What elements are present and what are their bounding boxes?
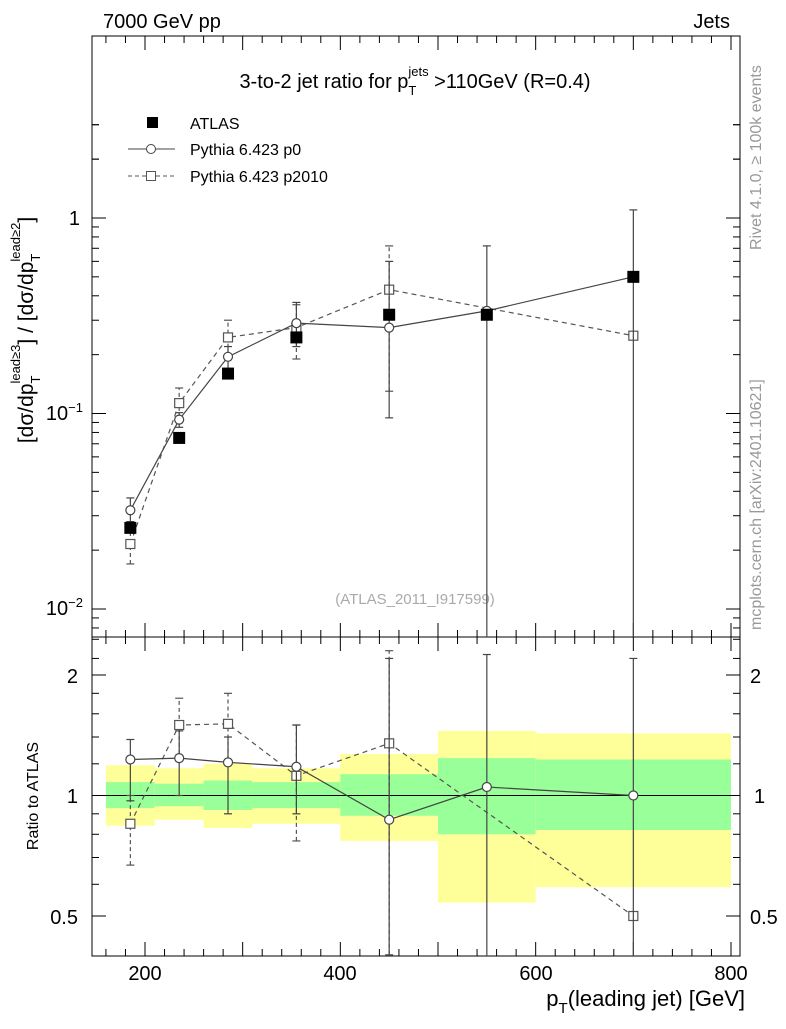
ratio-y-tick-label: 2 bbox=[67, 666, 78, 688]
x-tick-label: 600 bbox=[519, 963, 552, 985]
rivet-label: Rivet 4.1.0, ≥ 100k events bbox=[748, 65, 765, 250]
main-y-tick-label: 1 bbox=[69, 208, 80, 230]
ratio-y-axis-label: Ratio to ATLAS bbox=[25, 742, 42, 850]
p0-line bbox=[129, 276, 634, 511]
svg-text:1: 1 bbox=[69, 208, 80, 230]
ratio-p0-point bbox=[481, 781, 492, 793]
ratio-y-tick-label-right: 1 bbox=[754, 786, 765, 808]
ratio-p2010-point bbox=[125, 818, 136, 829]
ratio-p0-point bbox=[125, 754, 136, 765]
p0-point bbox=[125, 505, 136, 516]
ratio-p0-point bbox=[222, 757, 234, 768]
mcplots-label: mcplots.cern.ch [arXiv:2401.10621] bbox=[748, 379, 765, 630]
ratio-p0-point bbox=[291, 761, 302, 772]
x-tick-label: 200 bbox=[128, 963, 161, 985]
chart-title: 3-to-2 jet ratio for pTjets >110GeV (R=0… bbox=[239, 64, 590, 98]
p0-point bbox=[384, 322, 395, 333]
ratio-p2010-point bbox=[174, 719, 185, 731]
svg-text:10−1: 10−1 bbox=[46, 400, 83, 425]
main-y-tick-label: 10−1 bbox=[46, 400, 83, 425]
atlas-point bbox=[383, 308, 396, 321]
atlas-point bbox=[627, 270, 640, 283]
legend-marker-atlas bbox=[147, 117, 158, 128]
analysis-watermark: (ATLAS_2011_I917599) bbox=[335, 591, 495, 608]
x-axis-label: pT(leading jet) [GeV] bbox=[546, 986, 745, 1017]
main-y-tick-label: 10−2 bbox=[46, 595, 83, 620]
ratio-frame bbox=[91, 636, 741, 957]
legend-label-atlas: ATLAS bbox=[190, 116, 240, 133]
p2010-point bbox=[174, 398, 185, 409]
ratio-series-layer bbox=[125, 650, 639, 956]
ratio-p0-point bbox=[384, 814, 395, 825]
ratio-y-tick-label-right: 0.5 bbox=[750, 907, 778, 929]
legend-label-p2010: Pythia 6.423 p2010 bbox=[190, 169, 328, 186]
ratio-y-tick-label: 0.5 bbox=[50, 907, 78, 929]
atlas-point bbox=[480, 308, 493, 321]
x-tick-label: 800 bbox=[714, 963, 747, 985]
header-left: 7000 GeV pp bbox=[103, 11, 221, 33]
p0-point bbox=[291, 318, 302, 329]
atlas-point bbox=[173, 431, 186, 444]
ratio-y-tick-label-right: 2 bbox=[750, 666, 761, 688]
ratio-p0-point bbox=[628, 790, 639, 801]
ratio-p2010-line bbox=[129, 723, 634, 917]
p0-point bbox=[174, 414, 185, 425]
legend: ATLAS Pythia 6.423 p0 Pythia 6.423 p2010 bbox=[128, 116, 328, 186]
p2010-point bbox=[222, 332, 234, 343]
ratio-y-tick-label: 1 bbox=[67, 786, 78, 808]
atlas-point bbox=[290, 331, 303, 344]
p2010-line bbox=[129, 289, 634, 545]
header-right: Jets bbox=[693, 11, 730, 33]
p0-point bbox=[222, 351, 234, 362]
legend-marker-p2010 bbox=[146, 171, 156, 181]
main-y-axis-label: [dσ/dpTlead≥3] / [dσ/dpTlead≥2] bbox=[8, 217, 43, 443]
atlas-point bbox=[124, 521, 137, 534]
main-axis-ticks bbox=[92, 36, 740, 640]
atlas-point bbox=[222, 367, 235, 380]
ratio-axis-ticks bbox=[92, 637, 740, 956]
ratio-bands bbox=[105, 730, 731, 903]
svg-text:10−2: 10−2 bbox=[46, 595, 83, 620]
svg-text:[dσ/dpTlead≥3] / [dσ/dpTlead≥2: [dσ/dpTlead≥3] / [dσ/dpTlead≥2] bbox=[8, 217, 43, 443]
ratio-p0-point bbox=[174, 753, 185, 764]
legend-marker-p0 bbox=[146, 144, 156, 154]
main-series-layer bbox=[124, 209, 640, 637]
p2010-point bbox=[125, 538, 136, 550]
x-tick-label: 400 bbox=[323, 963, 356, 985]
ratio-p2010-point bbox=[222, 718, 234, 729]
legend-label-p0: Pythia 6.423 p0 bbox=[190, 142, 301, 159]
